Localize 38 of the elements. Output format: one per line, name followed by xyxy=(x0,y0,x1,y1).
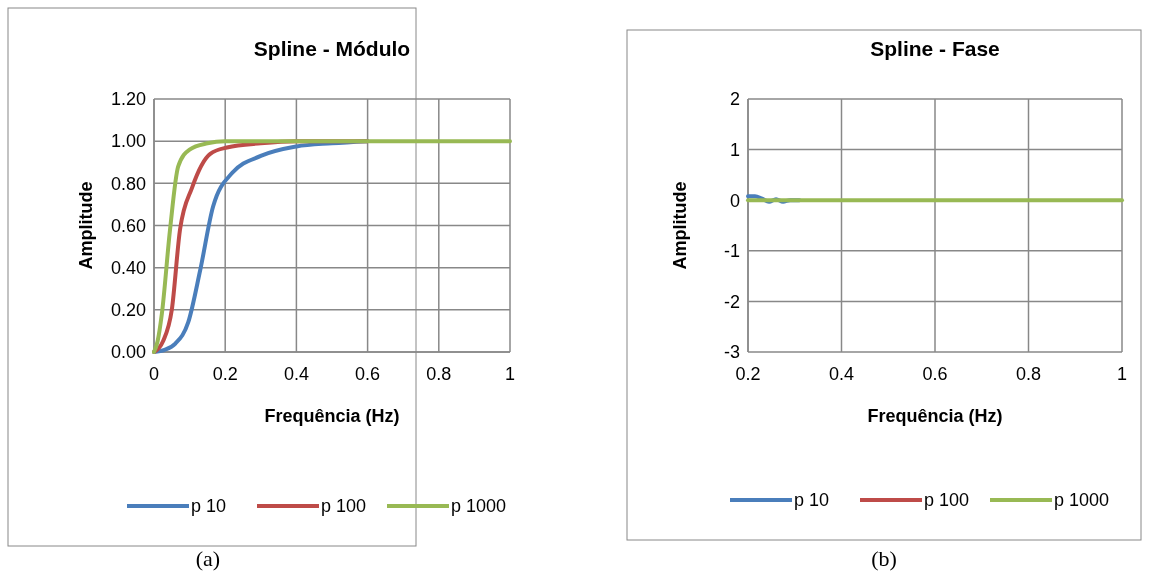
text: (a) xyxy=(195,546,221,571)
y-tick-label: 2 xyxy=(729,89,740,110)
y-tick-label: -2 xyxy=(723,291,740,312)
y-tick-label: 1.20 xyxy=(110,89,146,110)
y-tick-label: -1 xyxy=(723,241,740,262)
y-tick-label: 0.60 xyxy=(110,215,146,236)
legend-label: p 100 xyxy=(924,490,970,511)
x-tick-label: 0.6 xyxy=(922,364,948,384)
x-axis-title: Frequência (Hz) xyxy=(264,406,400,426)
y-tick-label: 0 xyxy=(729,190,740,211)
y-tick-label: 0.80 xyxy=(110,173,146,194)
legend-label: p 1000 xyxy=(451,496,507,517)
chart-title: Spline - Módulo xyxy=(253,37,411,60)
x-axis-title: Frequência (Hz) xyxy=(867,406,1003,426)
x-tick-label: 0.8 xyxy=(426,364,452,384)
y-axis-title: Amplitude xyxy=(670,181,690,270)
x-tick-label: 1 xyxy=(1116,364,1128,384)
legend-label: p 1000 xyxy=(1054,490,1110,511)
y-tick-label: 0.20 xyxy=(110,300,146,321)
legend-label: p 10 xyxy=(794,490,830,511)
x-tick-label: 0.6 xyxy=(355,364,381,384)
y-tick-label: 1 xyxy=(729,139,740,160)
x-tick-label: 0.4 xyxy=(283,364,309,384)
x-tick-label: 0 xyxy=(148,364,160,384)
chart-title: Spline - Fase xyxy=(870,37,1000,60)
y-tick-label: -3 xyxy=(723,342,740,363)
x-tick-label: 0.2 xyxy=(735,364,761,384)
y-tick-label: 0.00 xyxy=(110,342,146,363)
y-tick-label: 0.40 xyxy=(110,257,146,278)
x-tick-label: 0.4 xyxy=(828,364,855,384)
x-tick-label: 1 xyxy=(504,364,516,384)
y-axis-title: Amplitude xyxy=(76,181,96,270)
legend-label: p 10 xyxy=(191,496,227,517)
x-tick-label: 0.2 xyxy=(212,364,238,384)
x-tick-label: 0.8 xyxy=(1015,364,1042,384)
y-tick-label: 1.00 xyxy=(110,131,146,152)
legend-label: p 100 xyxy=(321,496,367,517)
text: (b) xyxy=(871,546,897,571)
